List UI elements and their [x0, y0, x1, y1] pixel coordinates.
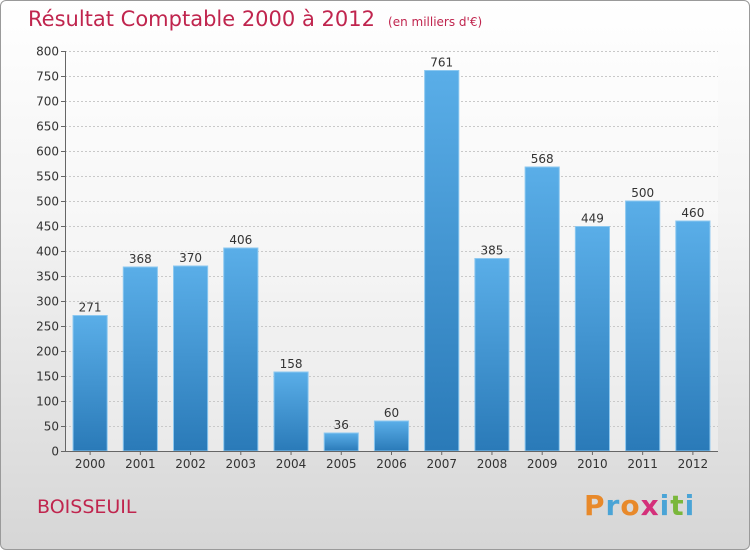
- x-axis: 2000 2001 2002 2003 2004 2005 2006 2007 2008 2009…: [65, 451, 718, 471]
- y-tick-label: 50: [44, 420, 59, 434]
- bar-value-label: 385: [481, 244, 504, 258]
- bar-value-label: 368: [129, 252, 152, 266]
- bars: 271 368 370 406 158 36 60 761 385 568 449 500 460: [72, 56, 711, 452]
- y-tick-label: 200: [36, 345, 59, 359]
- bar-value-label: 271: [79, 301, 102, 315]
- x-tick-label: 2006: [376, 457, 407, 471]
- y-tick-label: 500: [36, 195, 59, 209]
- y-tick-label: 800: [36, 45, 59, 59]
- y-tick-label: 450: [36, 220, 59, 234]
- bar: [373, 420, 410, 452]
- x-tick-label: 2000: [75, 457, 106, 471]
- y-tick-label: 100: [36, 395, 59, 409]
- bar: [625, 200, 661, 452]
- bar-value-label: 500: [631, 186, 654, 200]
- x-tick-label: 2008: [477, 457, 508, 471]
- place-name: BOISSEUIL: [37, 496, 137, 518]
- x-tick-label: 2005: [326, 457, 357, 471]
- bar-value-label: 449: [581, 212, 604, 226]
- x-tick-label: 2004: [276, 457, 307, 471]
- y-tick-label: 700: [36, 95, 59, 109]
- x-tick-label: 2001: [125, 457, 156, 471]
- x-tick-label: 2011: [627, 457, 658, 471]
- y-tick-label: 250: [36, 320, 59, 334]
- y-tick-label: 600: [36, 145, 59, 159]
- bar-value-label: 568: [531, 152, 554, 166]
- y-tick-label: 750: [36, 70, 59, 84]
- proxiti-logo: Proxiti: [584, 489, 695, 522]
- bar: [524, 166, 560, 452]
- grid-lines: [65, 51, 718, 451]
- y-tick-label: 400: [36, 245, 59, 259]
- logo-letter: P: [584, 489, 606, 522]
- bar: [122, 266, 158, 452]
- bar: [172, 265, 209, 452]
- y-tick-label: 150: [36, 370, 59, 384]
- bar: [424, 70, 460, 452]
- bar-value-label: 370: [179, 251, 202, 265]
- bar-value-label: 60: [384, 406, 399, 420]
- x-tick-label: 2003: [226, 457, 257, 471]
- title-unit: (en milliers d'€): [388, 15, 483, 29]
- x-tick-label: 2012: [678, 457, 709, 471]
- logo-letter: r: [605, 489, 621, 522]
- bar: [223, 247, 259, 452]
- x-tick-label: 2007: [426, 457, 457, 471]
- bar: [675, 220, 711, 452]
- chart-title: Résultat Comptable 2000 à 2012 (en milli…: [28, 7, 482, 31]
- x-tick-label: 2009: [527, 457, 558, 471]
- bar-value-label: 460: [681, 206, 704, 220]
- bar-value-label: 761: [430, 56, 453, 70]
- bar-value-label: 406: [229, 233, 252, 247]
- x-tick-label: 2010: [577, 457, 608, 471]
- logo-letter: i: [684, 489, 696, 522]
- bar: [574, 226, 611, 452]
- y-tick-label: 350: [36, 270, 59, 284]
- logo-letter: t: [670, 489, 685, 522]
- y-tick-label: 650: [36, 120, 59, 134]
- logo-letter: o: [620, 489, 641, 522]
- x-tick-label: 2002: [175, 457, 206, 471]
- y-axis: 0 50 100 150 200 250 300 350 400 450 500 550 600 650 7…: [36, 45, 66, 459]
- bar-value-label: 158: [280, 357, 303, 371]
- bar: [72, 315, 108, 452]
- logo-letter: x: [640, 489, 660, 522]
- y-tick-label: 550: [36, 170, 59, 184]
- bar: [323, 432, 359, 452]
- logo-letter: i: [659, 489, 671, 522]
- bar: [474, 258, 510, 452]
- bar-value-label: 36: [334, 418, 349, 432]
- bar: [273, 371, 309, 452]
- y-tick-label: 0: [51, 445, 59, 459]
- y-tick-label: 300: [36, 295, 59, 309]
- title-main: Résultat Comptable 2000 à 2012: [28, 7, 375, 31]
